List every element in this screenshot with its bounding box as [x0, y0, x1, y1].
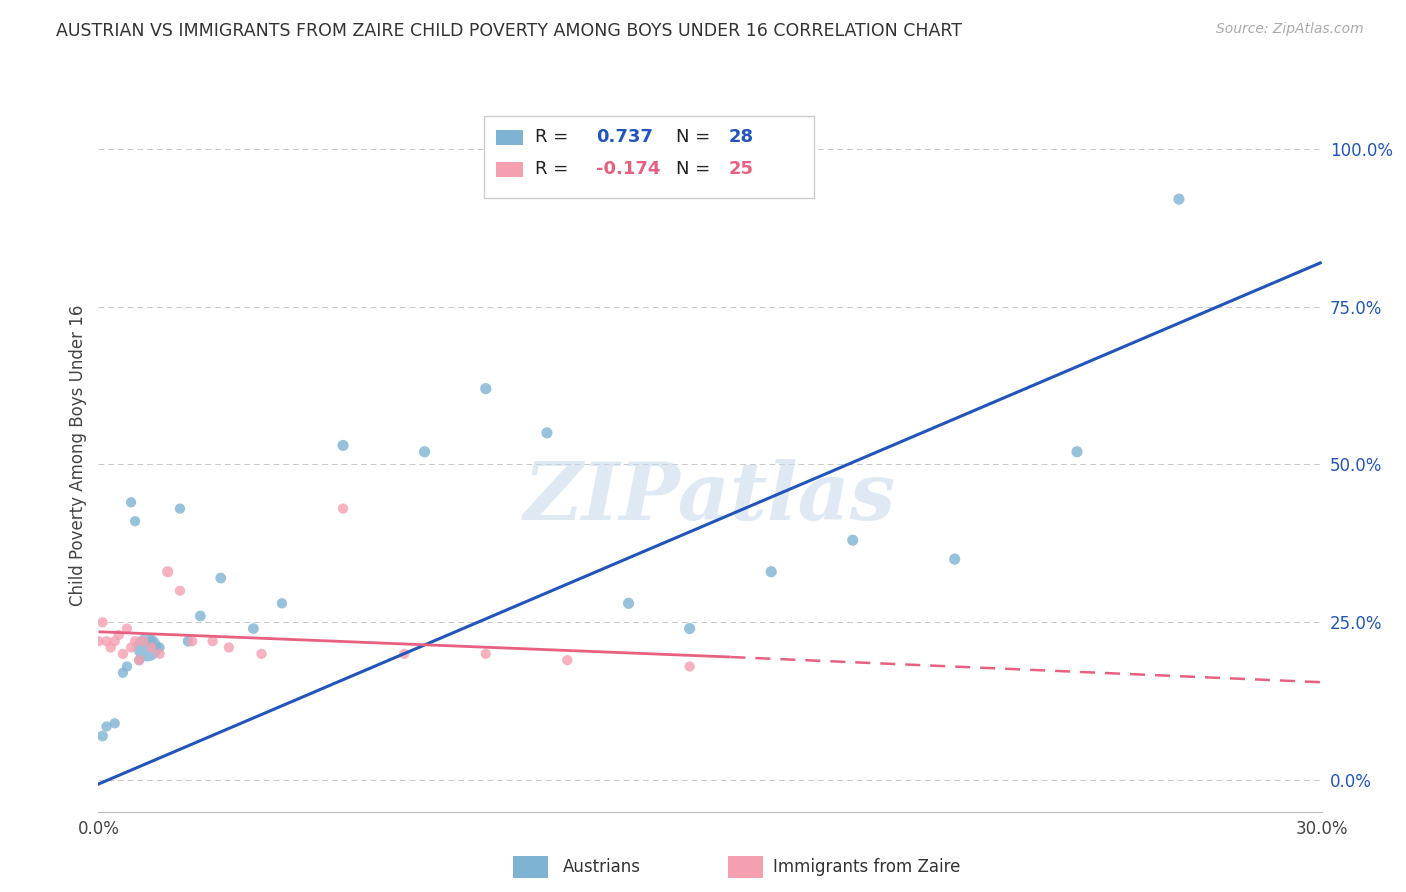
- Point: [209, 571, 232, 585]
- Point: [242, 622, 264, 636]
- Point: [104, 716, 127, 731]
- FancyBboxPatch shape: [496, 161, 523, 178]
- Point: [761, 565, 783, 579]
- Point: [181, 634, 204, 648]
- Text: N =: N =: [676, 128, 716, 146]
- Text: R =: R =: [536, 161, 574, 178]
- Text: Immigrants from Zaire: Immigrants from Zaire: [773, 858, 960, 876]
- Point: [141, 634, 163, 648]
- Point: [841, 533, 863, 548]
- Point: [132, 634, 155, 648]
- Point: [136, 640, 159, 655]
- Point: [1066, 444, 1088, 458]
- Point: [91, 615, 114, 630]
- Point: [1167, 192, 1189, 206]
- Point: [557, 653, 579, 667]
- Point: [250, 647, 273, 661]
- Point: [128, 653, 150, 667]
- Point: [115, 622, 138, 636]
- Point: [124, 634, 146, 648]
- Text: Source: ZipAtlas.com: Source: ZipAtlas.com: [1216, 22, 1364, 37]
- Point: [141, 640, 163, 655]
- Point: [679, 659, 702, 673]
- Text: Austrians: Austrians: [562, 858, 640, 876]
- Point: [156, 565, 179, 579]
- Y-axis label: Child Poverty Among Boys Under 16: Child Poverty Among Boys Under 16: [69, 304, 87, 606]
- Point: [115, 659, 138, 673]
- Point: [149, 647, 172, 661]
- Point: [120, 640, 142, 655]
- Point: [392, 647, 416, 661]
- Point: [104, 634, 127, 648]
- Text: -0.174: -0.174: [596, 161, 661, 178]
- Point: [169, 583, 191, 598]
- Point: [536, 425, 558, 440]
- Point: [108, 628, 131, 642]
- Text: 25: 25: [728, 161, 754, 178]
- Text: N =: N =: [676, 161, 716, 178]
- Point: [87, 634, 110, 648]
- Point: [679, 622, 702, 636]
- Point: [332, 438, 354, 452]
- Point: [177, 634, 200, 648]
- Point: [188, 609, 212, 624]
- Text: R =: R =: [536, 128, 574, 146]
- Point: [96, 719, 118, 733]
- Point: [270, 596, 294, 610]
- Point: [201, 634, 224, 648]
- Point: [91, 729, 114, 743]
- FancyBboxPatch shape: [496, 129, 523, 145]
- Text: AUSTRIAN VS IMMIGRANTS FROM ZAIRE CHILD POVERTY AMONG BOYS UNDER 16 CORRELATION : AUSTRIAN VS IMMIGRANTS FROM ZAIRE CHILD …: [56, 22, 962, 40]
- Point: [128, 653, 150, 667]
- Point: [474, 647, 498, 661]
- Point: [111, 665, 134, 680]
- Point: [943, 552, 966, 566]
- FancyBboxPatch shape: [484, 116, 814, 198]
- Point: [169, 501, 191, 516]
- Point: [120, 495, 142, 509]
- Point: [100, 640, 122, 655]
- Text: 0.737: 0.737: [596, 128, 654, 146]
- Point: [124, 514, 146, 528]
- Point: [96, 634, 118, 648]
- Point: [111, 647, 134, 661]
- Point: [332, 501, 354, 516]
- Point: [218, 640, 240, 655]
- Point: [149, 640, 172, 655]
- Text: ZIPatlas: ZIPatlas: [524, 459, 896, 536]
- Point: [474, 382, 498, 396]
- Point: [413, 444, 436, 458]
- Point: [617, 596, 640, 610]
- Text: 28: 28: [728, 128, 754, 146]
